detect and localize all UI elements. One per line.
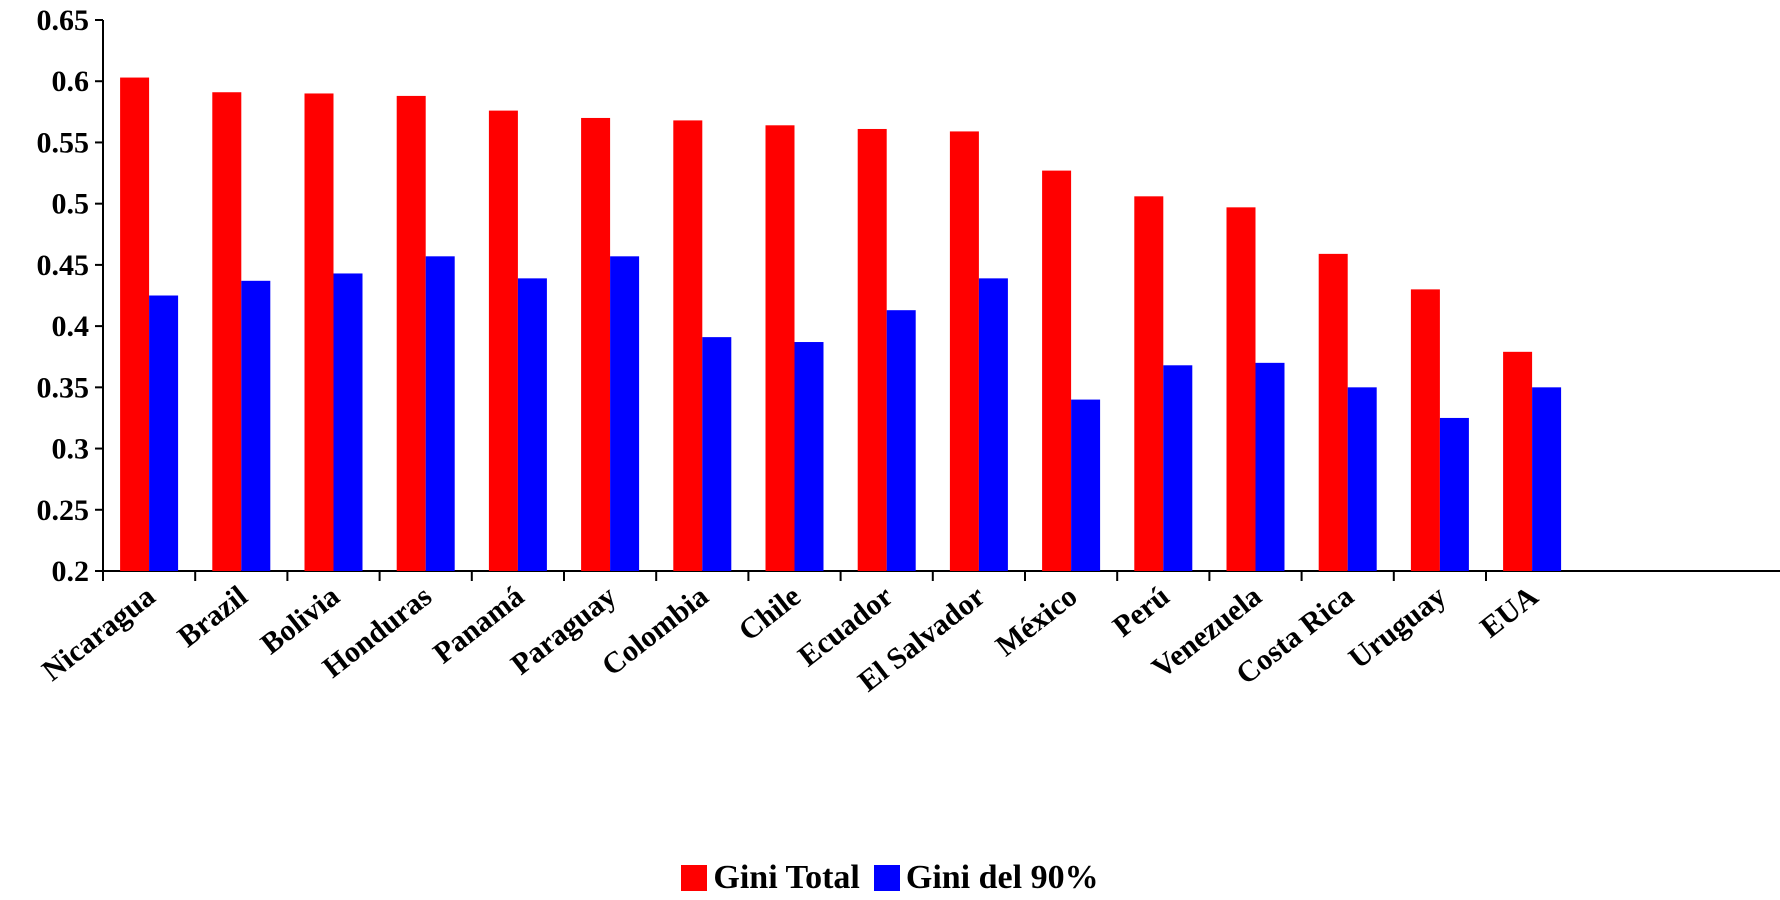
bar-gini-90-2: [333, 273, 363, 571]
bars: [120, 77, 1562, 572]
bar-gini-total-14: [1410, 289, 1440, 571]
bar-gini-total-11: [1134, 196, 1164, 571]
bar-gini-total-2: [304, 93, 334, 571]
bar-gini-total-6: [673, 120, 703, 571]
y-tick-label: 0.2: [52, 555, 90, 588]
bar-gini-90-13: [1347, 387, 1377, 571]
legend-swatch-gini-total: [681, 865, 708, 891]
bar-gini-90-15: [1532, 387, 1562, 571]
bar-gini-90-0: [149, 295, 179, 571]
bar-gini-total-1: [212, 92, 242, 572]
bar-gini-90-4: [517, 278, 547, 571]
bar-gini-total-3: [396, 95, 426, 571]
bar-gini-total-4: [488, 110, 518, 571]
legend: Gini Total Gini del 90%: [0, 856, 1780, 900]
category-labels: Nicaragua Brazil BoliviaHondurasPanamáPara…: [36, 579, 1545, 698]
bar-gini-90-7: [794, 342, 824, 571]
bar-gini-90-14: [1439, 417, 1469, 571]
legend-item-gini-total: Gini Total: [681, 859, 860, 897]
bar-gini-90-1: [241, 280, 271, 571]
x-category-label: México: [990, 580, 1084, 663]
y-tick-label: 0.5: [52, 188, 90, 221]
bar-gini-total-12: [1226, 207, 1256, 571]
bar-gini-total-7: [765, 125, 795, 572]
bar-gini-total-10: [1042, 170, 1072, 571]
bar-gini-total-13: [1318, 253, 1348, 571]
x-category-label: Nicaragua: [36, 580, 161, 688]
bar-gini-total-8: [857, 128, 887, 571]
legend-swatch-gini-90: [873, 865, 900, 891]
bar-gini-90-9: [978, 278, 1008, 571]
bar-gini-90-5: [610, 256, 640, 571]
legend-item-gini-90: Gini del 90%: [873, 859, 1099, 897]
bar-gini-90-11: [1163, 365, 1193, 571]
bar-gini-90-8: [886, 310, 916, 571]
legend-label-gini-total: Gini Total: [713, 859, 860, 896]
x-category-label: Chile: [733, 580, 807, 648]
x-axis: [102, 570, 1780, 581]
x-category-label: Uruguay: [1343, 580, 1453, 676]
bar-gini-90-6: [702, 337, 732, 571]
bar-gini-90-10: [1071, 399, 1101, 571]
bar-gini-total-0: [120, 77, 150, 571]
x-category-label: EUA: [1474, 579, 1544, 644]
x-category-label: Brazil: [172, 580, 254, 654]
y-tick-label: 0.55: [37, 126, 90, 159]
bar-gini-90-3: [425, 256, 455, 571]
y-tick-label: 0.35: [37, 371, 90, 404]
legend-label-gini-90: Gini del 90%: [905, 859, 1099, 896]
y-tick-label: 0.45: [37, 249, 90, 282]
y-tick-label: 0.65: [37, 4, 90, 37]
bar-gini-total-9: [949, 131, 979, 571]
bar-gini-90-12: [1255, 362, 1285, 571]
y-tick-label: 0.6: [52, 65, 90, 98]
bar-chart: 0.2 0.25 0.3 0.35 0.4 0.45 0.5 0.55 0.6 0.65 Nica…: [36, 4, 1780, 698]
bar-gini-total-15: [1503, 351, 1533, 571]
y-tick-label: 0.25: [37, 494, 90, 527]
y-tick-label: 0.4: [52, 310, 90, 343]
y-tick-label: 0.3: [52, 433, 90, 466]
y-axis: 0.2 0.25 0.3 0.35 0.4 0.45 0.5 0.55 0.6 0.65: [37, 4, 104, 588]
x-category-label: Perú: [1107, 580, 1176, 644]
bar-gini-total-5: [581, 117, 611, 571]
